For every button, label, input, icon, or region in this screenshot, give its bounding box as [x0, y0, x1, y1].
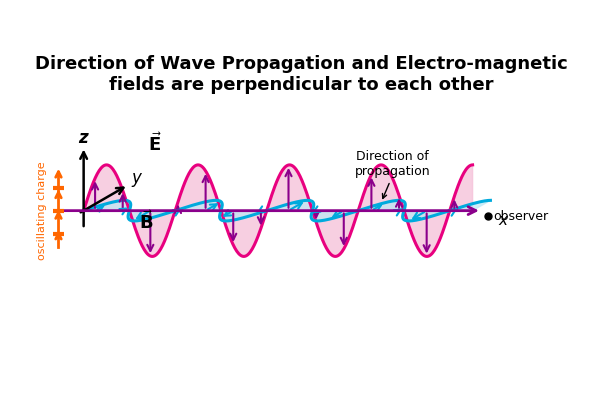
- Text: $\vec{\mathbf{E}}$: $\vec{\mathbf{E}}$: [147, 132, 161, 155]
- Text: y: y: [132, 168, 141, 187]
- Text: ♟: ♟: [515, 361, 533, 380]
- Text: x: x: [498, 213, 507, 228]
- Title: Direction of Wave Propagation and Electro-magnetic
fields are perpendicular to e: Direction of Wave Propagation and Electr…: [35, 55, 567, 94]
- Polygon shape: [84, 200, 491, 221]
- Text: observer: observer: [493, 210, 548, 222]
- Text: $\vec{\mathbf{B}}$: $\vec{\mathbf{B}}$: [139, 210, 154, 233]
- Text: z: z: [78, 129, 88, 147]
- Text: oscillating charge: oscillating charge: [37, 161, 48, 260]
- Polygon shape: [84, 165, 473, 256]
- Text: Sample Assignment: Sample Assignment: [499, 387, 548, 392]
- Text: Direction of
propagation: Direction of propagation: [355, 150, 430, 178]
